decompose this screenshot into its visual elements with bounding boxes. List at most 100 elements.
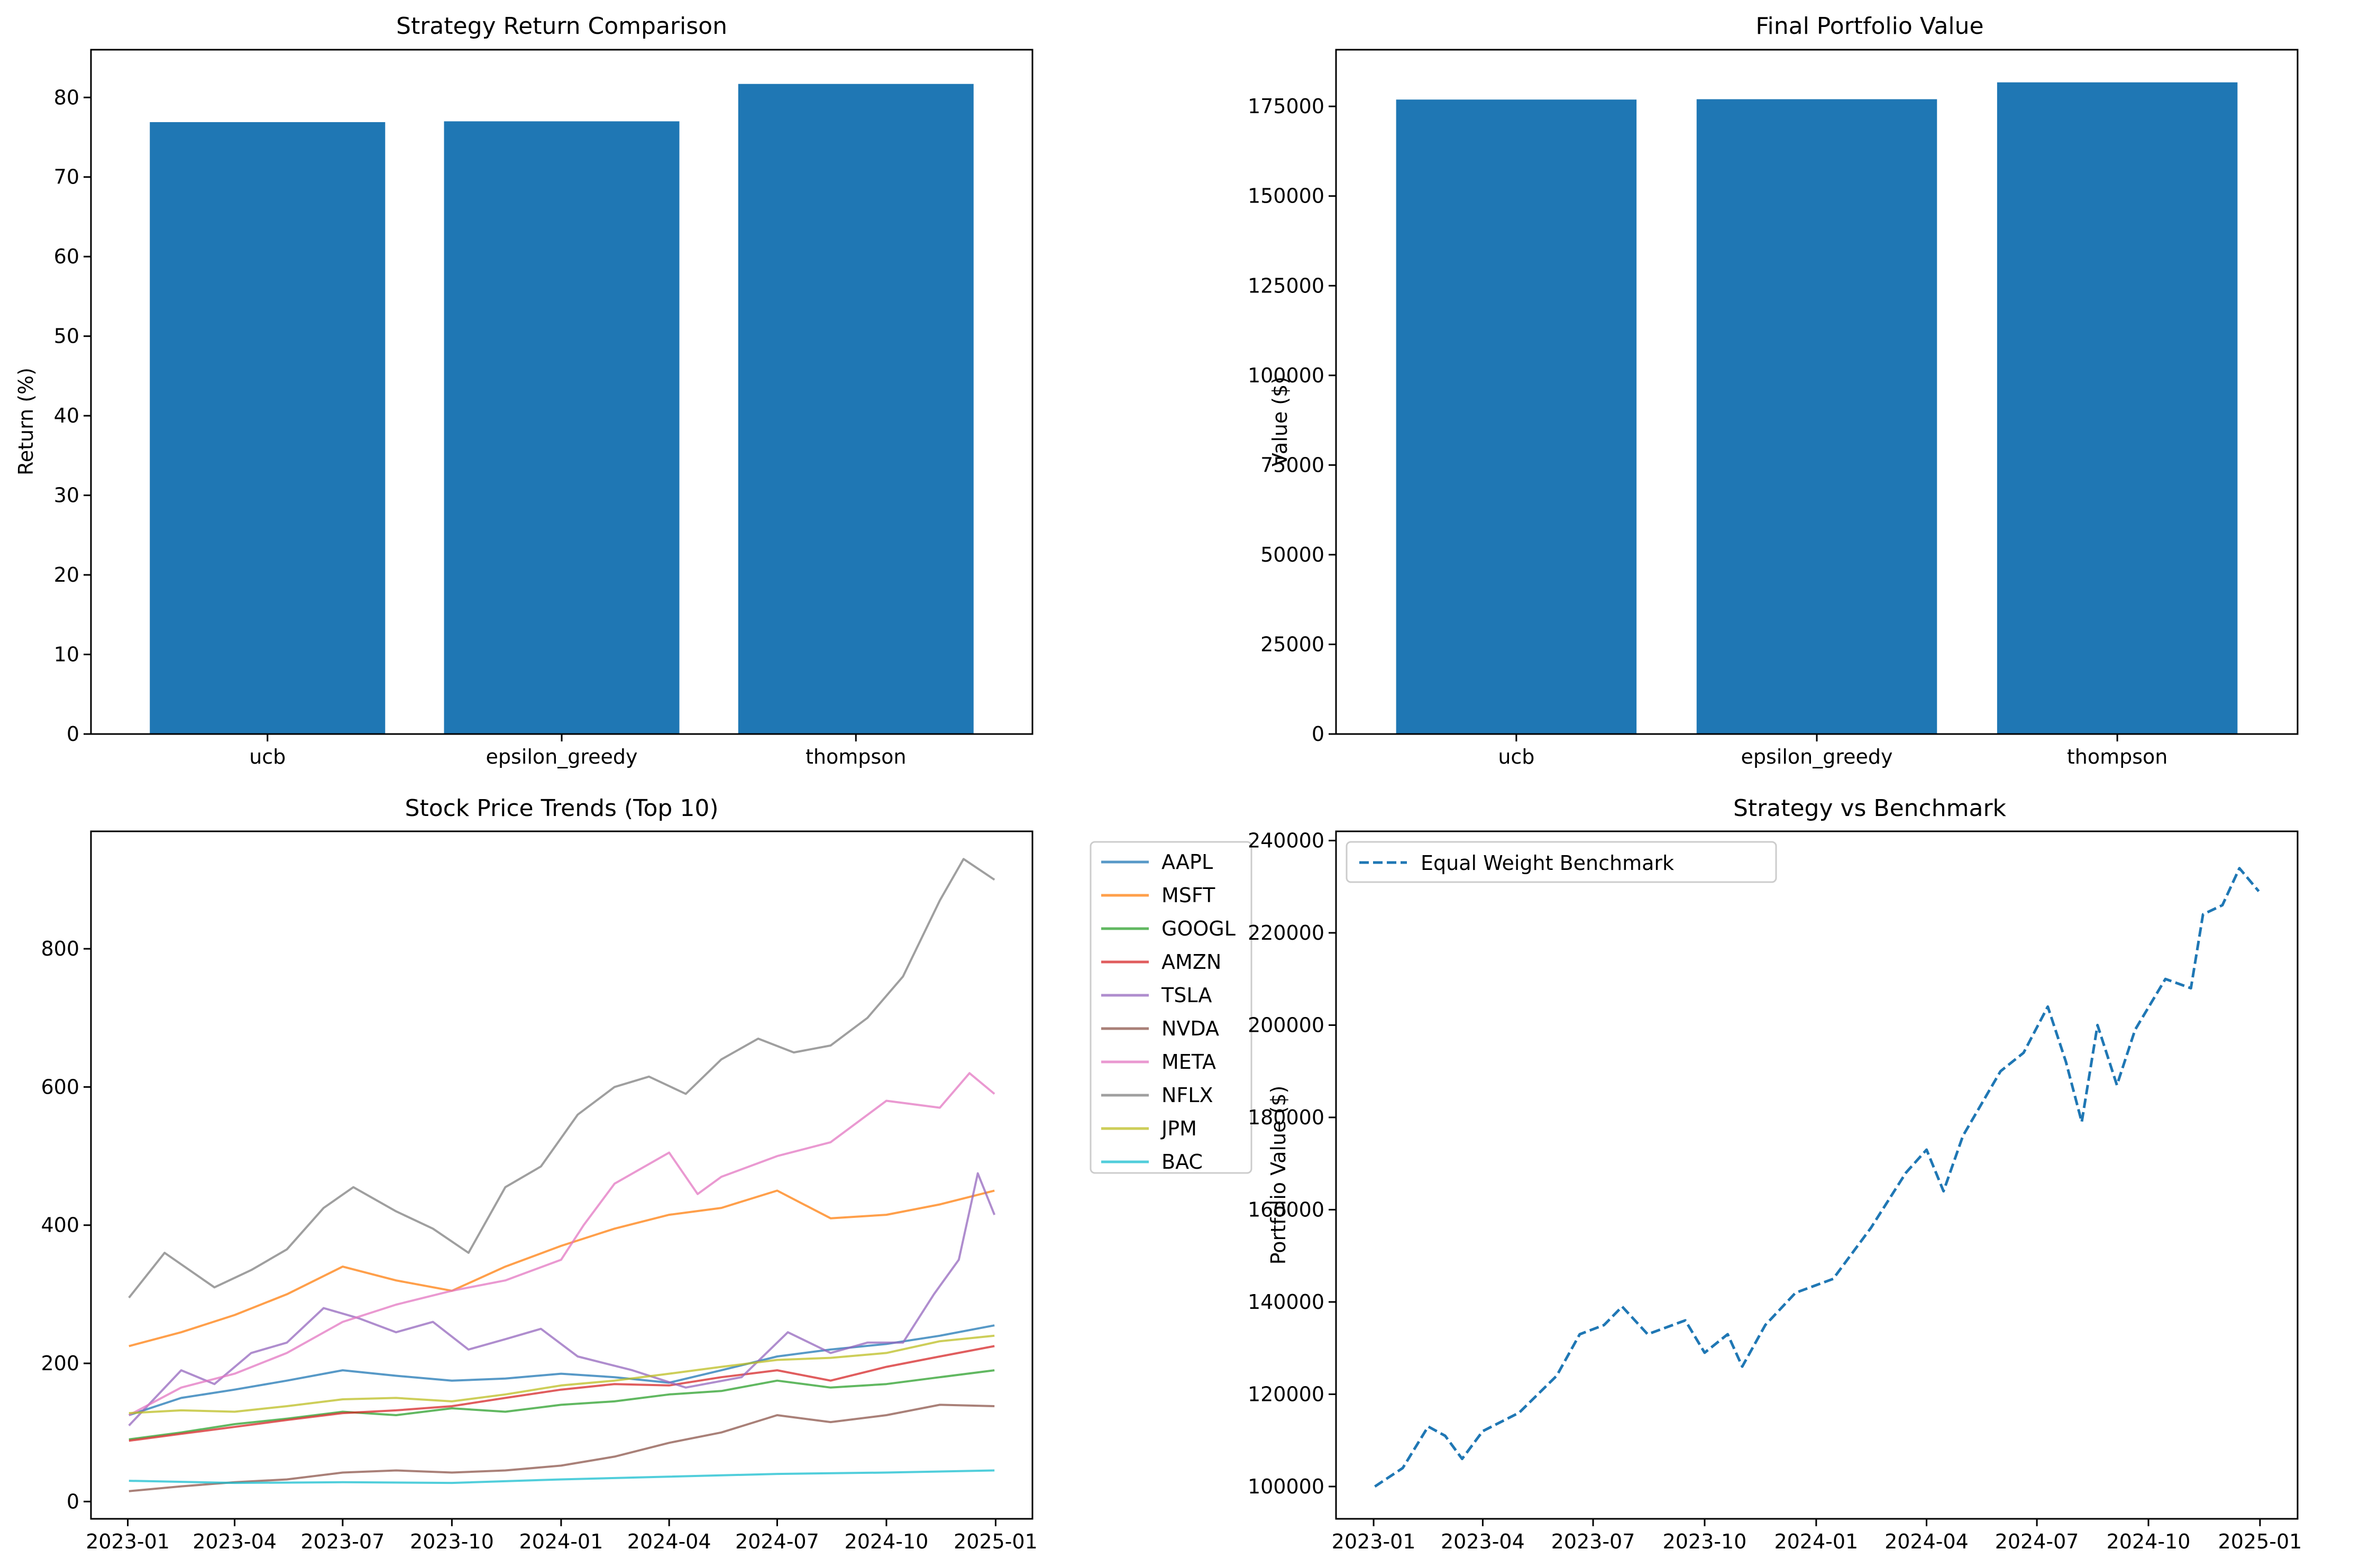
- ytick-label: 50000: [1260, 543, 1324, 566]
- panel-strategy-return: Strategy Return Comparison Return (%) 0 1…: [14, 13, 1033, 768]
- panel-4-ylabel: Portfolio Value ($): [1267, 1086, 1290, 1265]
- xtick-label: thompson: [2067, 745, 2168, 768]
- ytick-label: 200000: [1248, 1013, 1324, 1037]
- ytick-label: 70: [54, 166, 79, 189]
- legend-box: [1346, 841, 1777, 883]
- xtick-label: 2024-10: [2107, 1530, 2191, 1553]
- legend-label: AAPL: [1161, 850, 1213, 874]
- panel-3-lines: [128, 858, 996, 1492]
- xtick-label: 2023-07: [1551, 1530, 1635, 1553]
- bar-epsilon_greedy: [444, 121, 680, 735]
- legend-label: META: [1161, 1050, 1216, 1074]
- ytick-label: 175000: [1248, 95, 1324, 118]
- bar-ucb: [1396, 99, 1637, 734]
- ytick-label: 600: [41, 1075, 79, 1098]
- panel-strategy-vs-benchmark: Strategy vs Benchmark Portfolio Value ($…: [1248, 795, 2302, 1553]
- panel-2-axis-ticks: 0 25000 50000 75000 100000 125000 150000 175000…: [1248, 95, 2167, 768]
- panel-1-frame: [90, 49, 1033, 735]
- xtick-label: 2025-01: [2218, 1530, 2302, 1553]
- panel-2-title: Final Portfolio Value: [1755, 13, 1983, 40]
- panel-4-axis-ticks: 100000 120000 140000 160000 180000 200000 2200…: [1248, 829, 2302, 1553]
- ytick-label: 80: [54, 86, 79, 109]
- ytick-label: 120000: [1248, 1382, 1324, 1406]
- xtick-label: epsilon_greedy: [486, 745, 637, 768]
- xtick-label: 2023-04: [1441, 1530, 1525, 1553]
- bar-epsilon_greedy: [1696, 99, 1937, 735]
- xtick-label: 2024-10: [845, 1530, 929, 1553]
- legend-label: MSFT: [1161, 884, 1215, 907]
- ytick-label: 140000: [1248, 1290, 1324, 1314]
- panel-4-lines: [1374, 867, 2260, 1488]
- ytick-label: 220000: [1248, 921, 1324, 945]
- series-line-nvda: [129, 1404, 995, 1492]
- bar-ucb: [150, 122, 386, 735]
- series-line-equal-weight-benchmark: [1374, 867, 2260, 1488]
- ytick-label: 20: [54, 563, 79, 586]
- xtick-label: ucb: [249, 745, 286, 768]
- panel-3-frame: [90, 830, 1033, 1520]
- ytick-label: 10: [54, 643, 79, 666]
- xtick-label: 2024-01: [519, 1530, 603, 1553]
- ytick-label: 180000: [1248, 1106, 1324, 1129]
- panel-1-bars: [150, 84, 974, 735]
- xtick-label: 2024-01: [1774, 1530, 1858, 1553]
- xtick-label: 2024-04: [1885, 1530, 1969, 1553]
- legend-label: AMZN: [1161, 950, 1221, 974]
- ytick-label: 0: [1312, 722, 1324, 746]
- series-line-meta: [128, 1072, 995, 1416]
- panel-final-portfolio: Final Portfolio Value Value ($) 0 25000 50…: [1248, 13, 2299, 768]
- panel-3-title: Stock Price Trends (Top 10): [405, 795, 719, 822]
- legend-label: GOOGL: [1161, 917, 1236, 940]
- series-line-nflx: [128, 858, 995, 1299]
- xtick-label: 2023-01: [1332, 1530, 1416, 1553]
- panel-3-axis-ticks: 0 200 400 600 800 2023-01 2023-04 2023-07 2023-1…: [41, 937, 1037, 1553]
- ytick-label: 0: [67, 1490, 79, 1513]
- ytick-label: 30: [54, 484, 79, 507]
- legend-label: BAC: [1161, 1150, 1203, 1173]
- legend-entries: AAPL MSFT GOOGL AMZN TSLA NVDA META NFLX JPM BAC: [1101, 850, 1236, 1173]
- xtick-label: 2023-10: [1663, 1530, 1747, 1553]
- legend-label: NVDA: [1161, 1017, 1219, 1040]
- ytick-label: 240000: [1248, 829, 1324, 852]
- ytick-label: 150000: [1248, 185, 1324, 208]
- ytick-label: 75000: [1260, 453, 1324, 476]
- series-line-tsla: [128, 1172, 996, 1426]
- ytick-label: 800: [41, 937, 79, 960]
- xtick-label: 2025-01: [954, 1530, 1038, 1553]
- ytick-label: 160000: [1248, 1198, 1324, 1221]
- legend-label: TSLA: [1161, 984, 1212, 1007]
- panel-4-title: Strategy vs Benchmark: [1733, 795, 2007, 822]
- xtick-label: 2023-01: [86, 1530, 170, 1553]
- ytick-label: 200: [41, 1352, 79, 1375]
- series-line-googl: [129, 1369, 995, 1441]
- panel-2-frame: [1335, 49, 2299, 735]
- ytick-label: 40: [54, 404, 79, 427]
- legend-label: NFLX: [1161, 1084, 1213, 1107]
- xtick-label: ucb: [1498, 745, 1534, 768]
- panel-3-legend: AAPL MSFT GOOGL AMZN TSLA NVDA META NFLX JPM BAC: [1090, 841, 1252, 1174]
- ytick-label: 400: [41, 1214, 79, 1237]
- ytick-label: 25000: [1260, 632, 1324, 656]
- series-line-amzn: [129, 1345, 995, 1442]
- bar-thompson: [1997, 82, 2238, 734]
- panel-1-ylabel: Return (%): [14, 368, 38, 475]
- series-line-msft: [129, 1189, 995, 1347]
- series-line-bac: [129, 1469, 995, 1484]
- xtick-label: 2023-07: [300, 1530, 385, 1553]
- legend-label: JPM: [1160, 1117, 1197, 1140]
- ytick-label: 60: [54, 245, 79, 268]
- ytick-label: 100000: [1248, 1475, 1324, 1498]
- panel-2-ylabel: Value ($): [1268, 377, 1292, 466]
- xtick-label: 2024-04: [627, 1530, 711, 1553]
- xtick-label: epsilon_greedy: [1741, 745, 1892, 768]
- xtick-label: 2024-07: [1995, 1530, 2079, 1553]
- bar-thompson: [738, 84, 974, 735]
- panel-1-title: Strategy Return Comparison: [396, 13, 727, 40]
- panel-1-axis-ticks: 0 10 20 30 40 50 60 70 80 ucb epsilon_greedy thomps…: [54, 86, 907, 768]
- ytick-label: 50: [54, 325, 79, 348]
- ytick-label: 0: [67, 722, 79, 746]
- ytick-label: 125000: [1248, 274, 1324, 297]
- xtick-label: thompson: [806, 745, 907, 768]
